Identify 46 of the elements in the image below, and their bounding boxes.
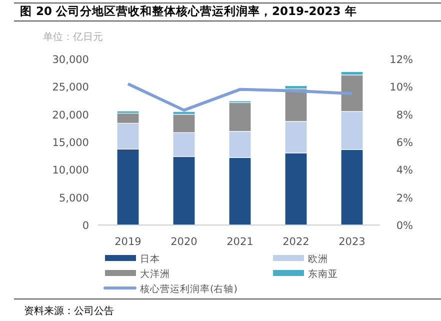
x-tick-label: 2020 — [170, 236, 198, 248]
x-tick-label: 2021 — [226, 236, 254, 248]
y2-tick-label: 6% — [396, 137, 414, 149]
bar — [116, 110, 140, 114]
legend-label: 东南亚 — [308, 268, 338, 280]
y2-tick-label: 0% — [396, 220, 414, 232]
y-tick-label: 10,000 — [52, 164, 89, 177]
text: 资料来源：公司公告 — [24, 305, 114, 317]
y-tick-label: 30,000 — [52, 54, 89, 66]
y2-tick-label: 2% — [396, 192, 414, 204]
bar — [340, 149, 364, 226]
x-tick-label: 2023 — [338, 236, 366, 248]
bar — [228, 131, 252, 158]
bar — [284, 88, 308, 122]
legend-label: 大洋洲 — [140, 268, 170, 280]
x-tick-label: 2022 — [282, 236, 310, 248]
y-tick-label: 25,000 — [52, 82, 89, 94]
chart-title: 图 20 公司分地区营收和整体核心营运利润率，2019-2023 年 — [20, 4, 357, 18]
y-tick-label: 20,000 — [52, 109, 89, 122]
y-tick-label: 15,000 — [52, 137, 89, 149]
bar — [172, 111, 196, 115]
bar — [172, 156, 196, 226]
bar — [228, 102, 252, 132]
bar — [116, 112, 140, 124]
bar — [284, 121, 308, 154]
y-tick-label: 5,000 — [58, 192, 89, 204]
bar — [284, 152, 308, 226]
legend-label: 日本 — [140, 253, 160, 265]
x-tick-label: 2019 — [114, 236, 142, 248]
bar — [340, 71, 364, 76]
y2-tick-label: 10% — [390, 82, 414, 94]
bar — [116, 122, 140, 150]
legend-label: 核心营运利润率(右轴) — [139, 283, 238, 295]
bar — [228, 157, 252, 226]
y2-tick-label: 8% — [396, 109, 414, 122]
bar — [172, 114, 196, 133]
y-axis-title: 单位：亿日元 — [43, 31, 103, 43]
legend-label: 欧洲 — [308, 253, 328, 265]
bar — [172, 132, 196, 157]
bar — [340, 74, 364, 112]
bar — [116, 148, 140, 226]
bar — [340, 111, 364, 150]
y2-tick-label: 4% — [396, 164, 414, 177]
bar — [284, 85, 308, 90]
y2-tick-label: 12% — [390, 54, 414, 66]
y-tick-label: 0 — [82, 220, 89, 232]
